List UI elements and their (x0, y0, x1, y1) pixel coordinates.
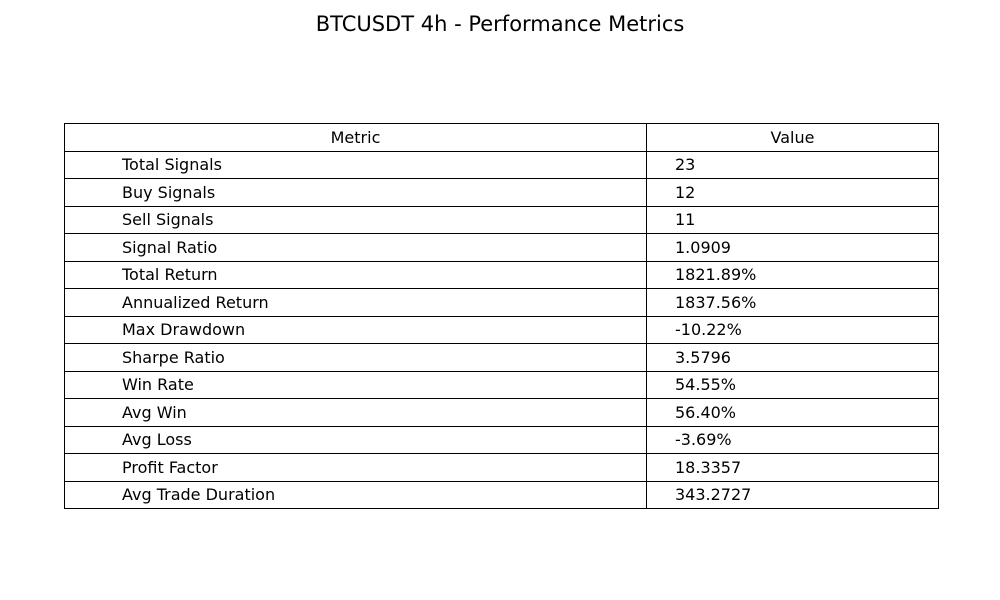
metric-value-cell: 23 (646, 150, 939, 179)
metric-name-cell: Sharpe Ratio (64, 343, 647, 372)
metric-name-cell: Buy Signals (64, 178, 647, 207)
table-header-row: Metric Value (64, 123, 939, 152)
table-row: Signal Ratio 1.0909 (64, 233, 939, 262)
metric-name-cell: Avg Loss (64, 425, 647, 454)
metric-name-cell: Total Signals (64, 150, 647, 179)
table-row: Total Signals 23 (64, 150, 939, 179)
metric-value-cell: 56.40% (646, 398, 939, 427)
metric-value-cell: 12 (646, 178, 939, 207)
table-row: Buy Signals 12 (64, 178, 939, 207)
column-header-metric: Metric (64, 123, 647, 152)
column-header-value: Value (646, 123, 939, 152)
metric-value-cell: -10.22% (646, 315, 939, 344)
metrics-table: Metric Value Total Signals 23 Buy Signal… (64, 123, 939, 509)
metric-value-cell: 1821.89% (646, 260, 939, 289)
metric-name-cell: Avg Trade Duration (64, 480, 647, 509)
metric-name-cell: Total Return (64, 260, 647, 289)
table-row: Sell Signals 11 (64, 205, 939, 234)
metric-name-cell: Annualized Return (64, 288, 647, 317)
metric-name-cell: Signal Ratio (64, 233, 647, 262)
metric-value-cell: 3.5796 (646, 343, 939, 372)
table-row: Sharpe Ratio 3.5796 (64, 343, 939, 372)
table-row: Max Drawdown -10.22% (64, 315, 939, 344)
metric-name-cell: Win Rate (64, 370, 647, 399)
metric-name-cell: Max Drawdown (64, 315, 647, 344)
table-row: Avg Loss -3.69% (64, 425, 939, 454)
table-row: Total Return 1821.89% (64, 260, 939, 289)
table-row: Profit Factor 18.3357 (64, 453, 939, 482)
table-row: Avg Trade Duration 343.2727 (64, 480, 939, 509)
chart-title: BTCUSDT 4h - Performance Metrics (315, 12, 685, 36)
table-row: Win Rate 54.55% (64, 370, 939, 399)
table-body: Total Signals 23 Buy Signals 12 Sell Sig… (64, 150, 939, 509)
metric-value-cell: 1.0909 (646, 233, 939, 262)
metric-name-cell: Sell Signals (64, 205, 647, 234)
table-row: Avg Win 56.40% (64, 398, 939, 427)
metric-name-cell: Avg Win (64, 398, 647, 427)
metric-value-cell: 18.3357 (646, 453, 939, 482)
table-row: Annualized Return 1837.56% (64, 288, 939, 317)
metric-value-cell: 54.55% (646, 370, 939, 399)
metric-value-cell: 1837.56% (646, 288, 939, 317)
metric-value-cell: -3.69% (646, 425, 939, 454)
metric-value-cell: 343.2727 (646, 480, 939, 509)
metric-name-cell: Profit Factor (64, 453, 647, 482)
metric-value-cell: 11 (646, 205, 939, 234)
